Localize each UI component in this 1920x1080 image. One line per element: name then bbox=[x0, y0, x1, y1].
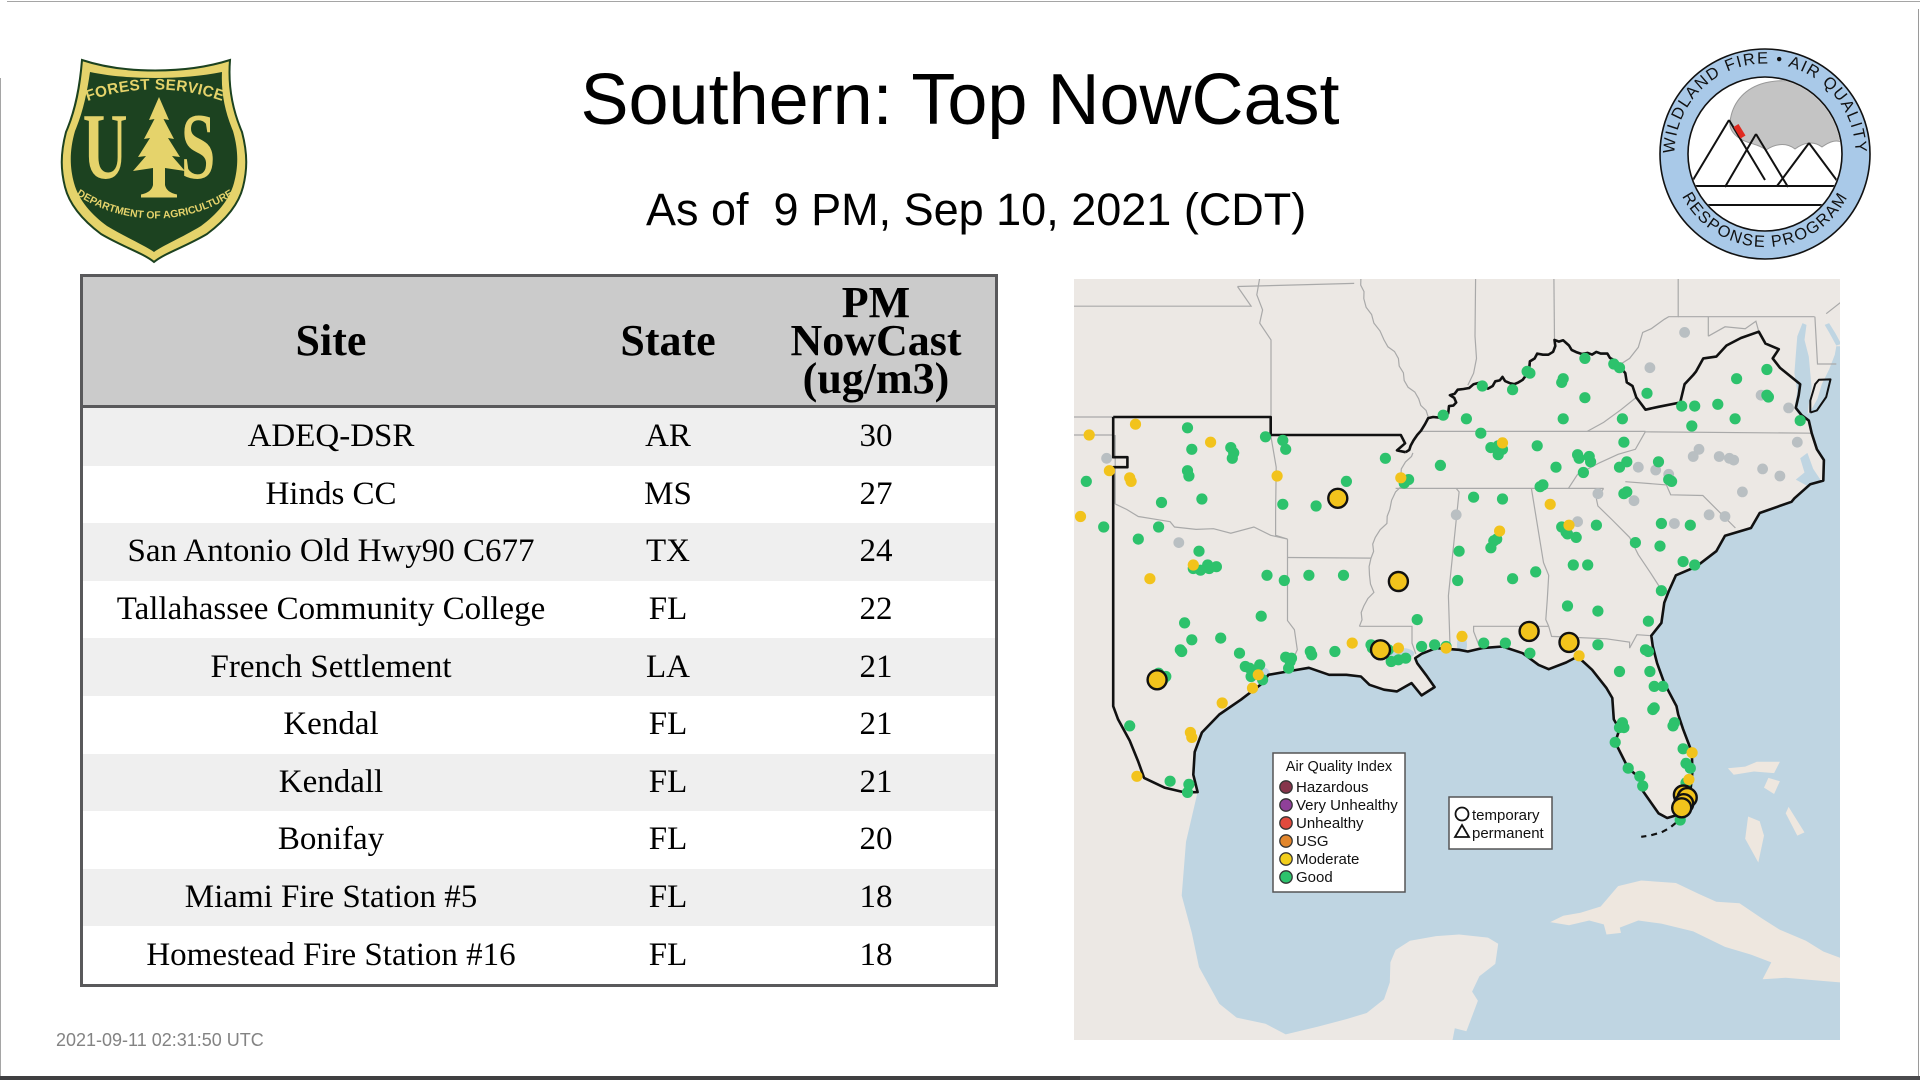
svg-text:USG: USG bbox=[1296, 833, 1329, 850]
svg-text:S: S bbox=[181, 95, 216, 199]
svg-text:U: U bbox=[83, 95, 128, 199]
svg-text:Very Unhealthy: Very Unhealthy bbox=[1296, 797, 1398, 814]
svg-text:permanent: permanent bbox=[1472, 825, 1545, 842]
svg-text:Hazardous: Hazardous bbox=[1296, 779, 1369, 796]
svg-text:Unhealthy: Unhealthy bbox=[1296, 815, 1364, 832]
svg-text:temporary: temporary bbox=[1472, 807, 1540, 824]
svg-text:Air Quality Index: Air Quality Index bbox=[1286, 759, 1393, 775]
svg-text:Good: Good bbox=[1296, 869, 1333, 886]
svg-text:Moderate: Moderate bbox=[1296, 851, 1359, 868]
